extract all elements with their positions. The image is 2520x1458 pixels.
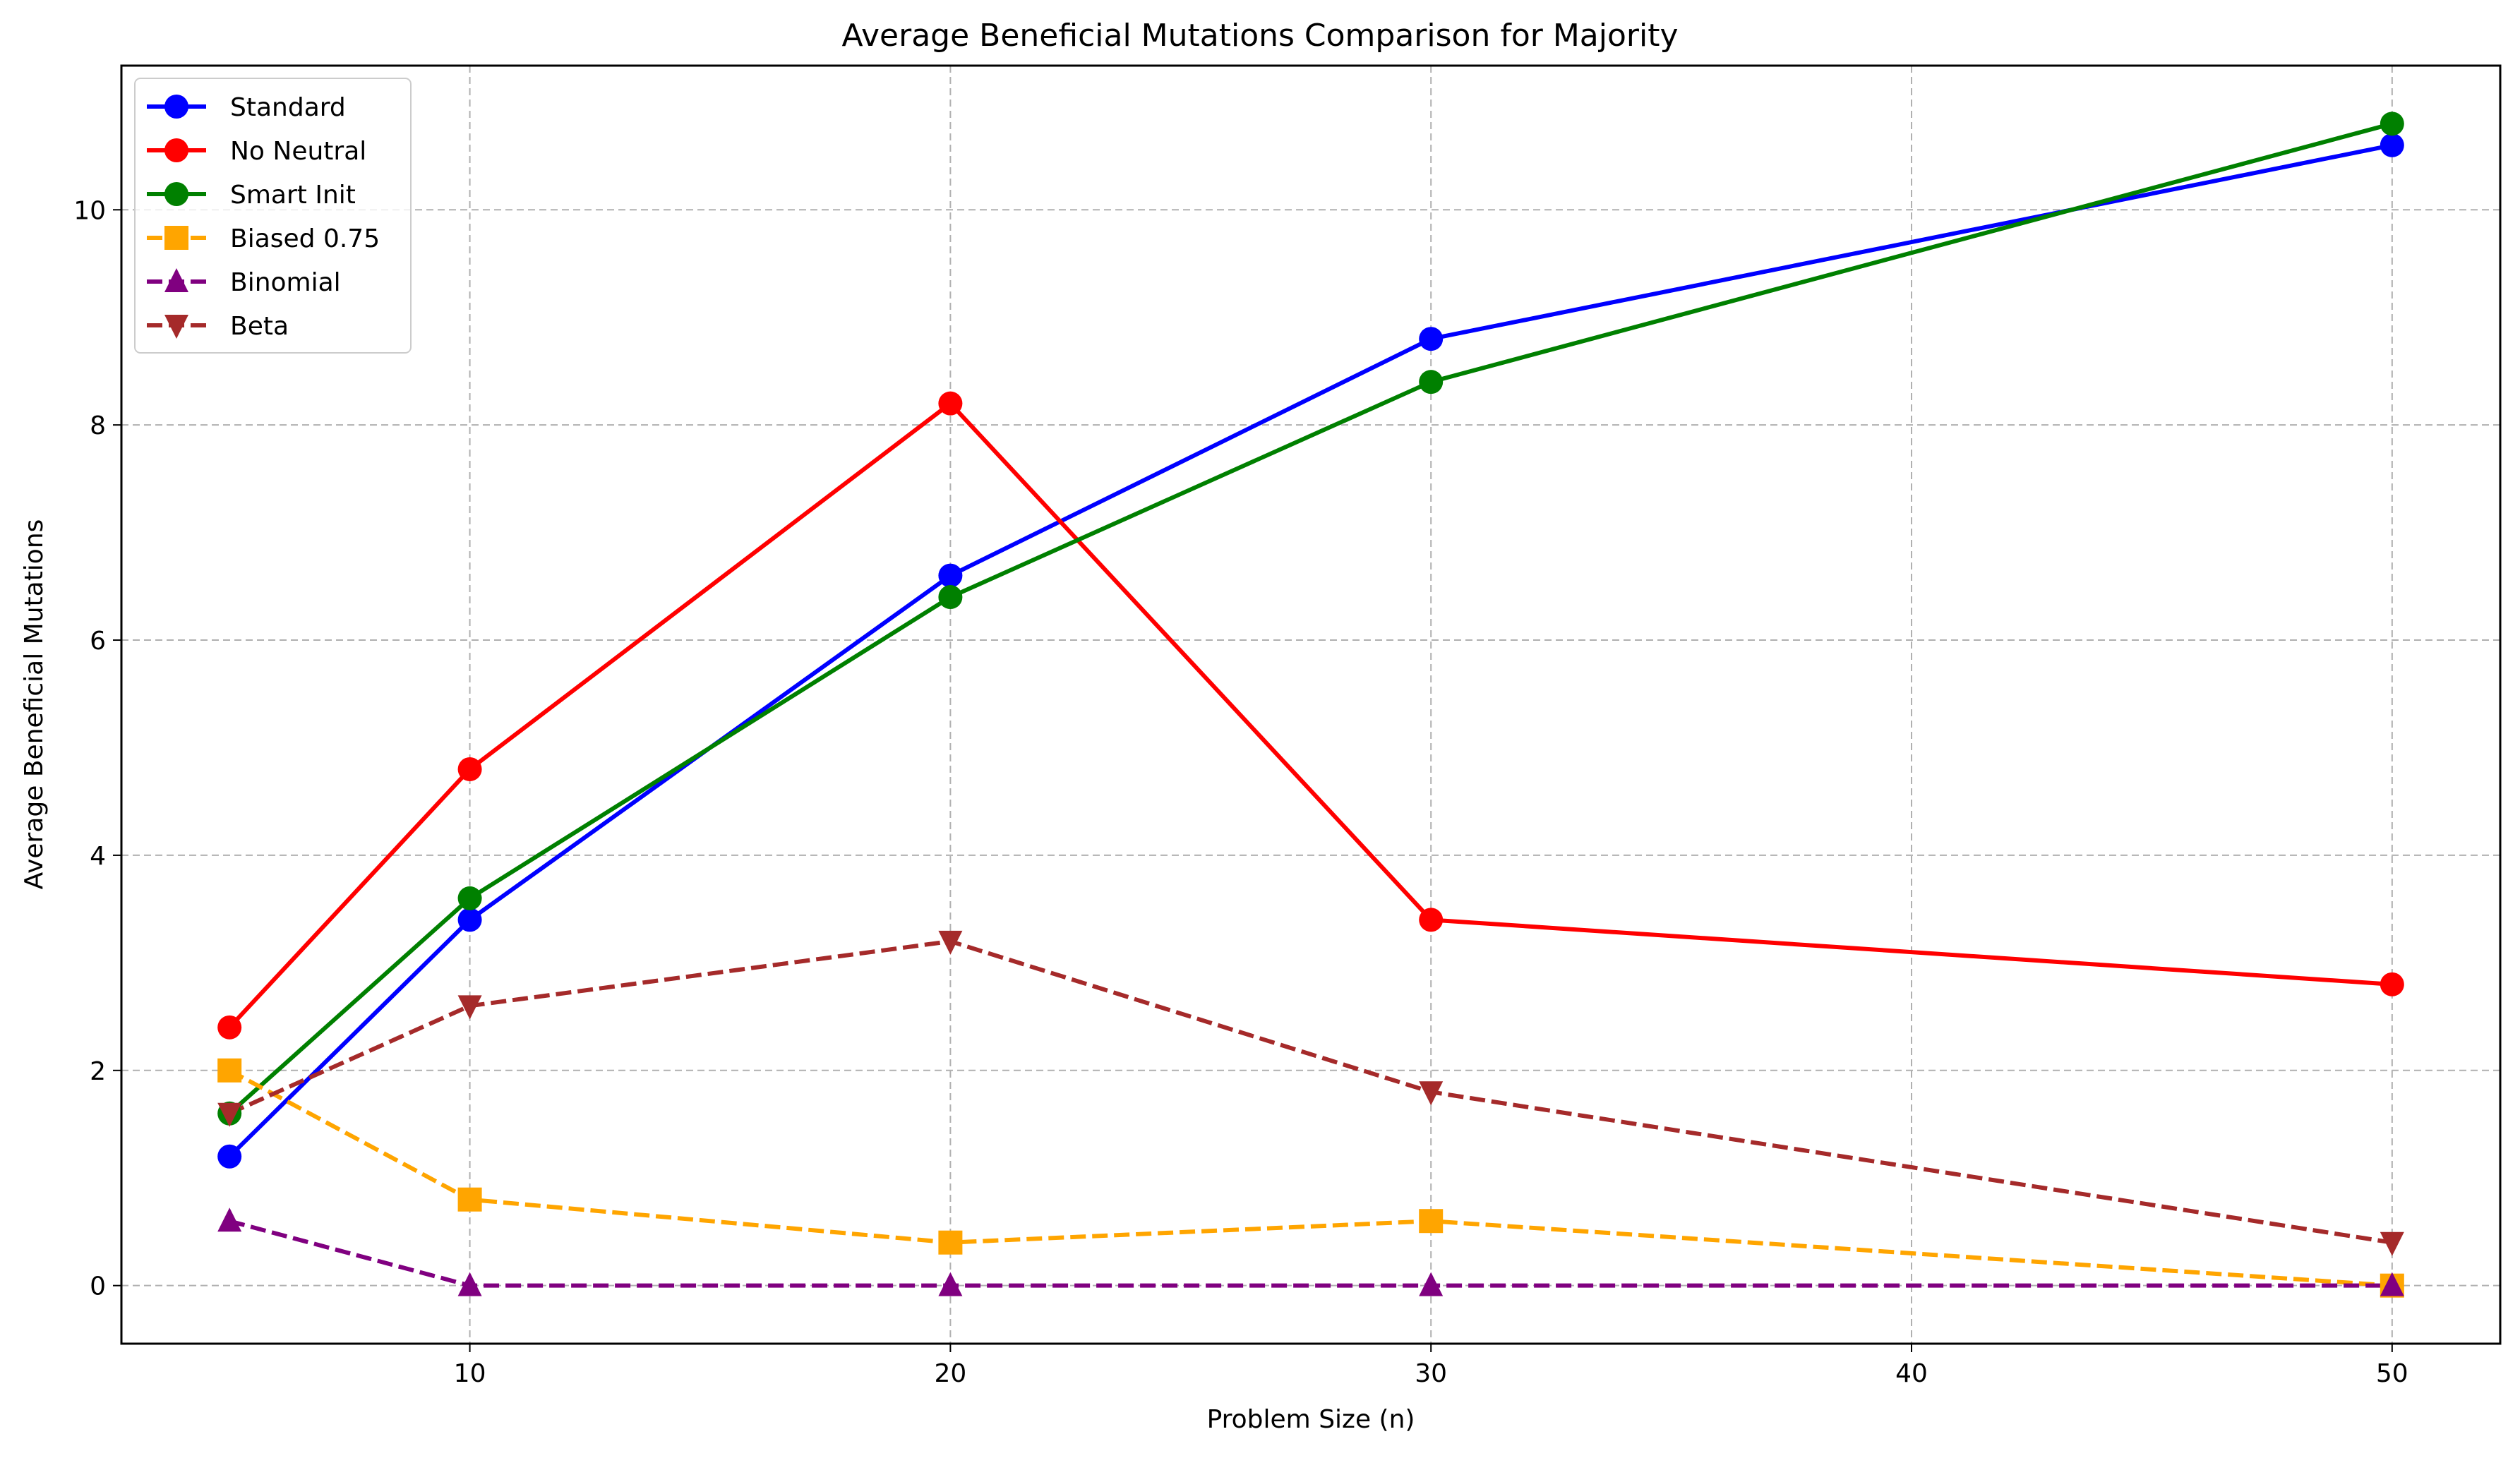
data-point-beta bbox=[457, 995, 482, 1020]
legend-box bbox=[134, 78, 412, 354]
data-point-standard bbox=[457, 908, 482, 932]
y-tick-label: 8 bbox=[90, 411, 106, 440]
data-point-smart-init bbox=[938, 585, 963, 610]
series-markers bbox=[217, 112, 2404, 1298]
legend-label-smart-init: Smart Init bbox=[230, 181, 356, 210]
legend-marker-biased-0-75 bbox=[164, 226, 188, 250]
data-point-binomial bbox=[1419, 1272, 1444, 1296]
plot-frame bbox=[120, 64, 2502, 1345]
legend-marker-no-neutral bbox=[164, 138, 188, 162]
y-tick-label: 2 bbox=[90, 1057, 106, 1086]
data-point-binomial bbox=[2380, 1272, 2404, 1296]
x-tick-label: 50 bbox=[2376, 1359, 2408, 1388]
gridlines bbox=[121, 66, 2500, 1344]
data-point-no-neutral bbox=[2380, 972, 2404, 996]
legend-label-biased-0-75: Biased 0.75 bbox=[230, 224, 380, 253]
x-tick-label: 10 bbox=[454, 1359, 486, 1388]
data-point-no-neutral bbox=[217, 1015, 242, 1040]
data-point-beta bbox=[217, 1102, 242, 1127]
x-tick-label: 30 bbox=[1415, 1359, 1447, 1388]
data-point-binomial bbox=[457, 1272, 482, 1296]
y-tick-label: 0 bbox=[90, 1272, 106, 1301]
chart-title: Average Beneficial Mutations Comparison … bbox=[841, 18, 1678, 54]
data-point-smart-init bbox=[2380, 112, 2404, 136]
legend-label-standard: Standard bbox=[230, 93, 346, 122]
y-tick-label: 4 bbox=[90, 842, 106, 871]
legend-marker-smart-init bbox=[164, 182, 188, 206]
x-tick-label: 40 bbox=[1895, 1359, 1928, 1388]
data-point-biased-0-75 bbox=[457, 1187, 482, 1212]
x-axis: 10 20 30 40 50 bbox=[454, 1344, 2408, 1388]
data-point-no-neutral bbox=[1419, 908, 1444, 932]
data-point-biased-0-75 bbox=[1419, 1209, 1444, 1234]
legend-label-no-neutral: No Neutral bbox=[230, 137, 366, 166]
data-point-beta bbox=[2380, 1231, 2404, 1256]
legend-marker-standard bbox=[164, 95, 188, 119]
data-point-standard bbox=[1419, 327, 1444, 351]
data-point-biased-0-75 bbox=[938, 1230, 963, 1255]
data-point-smart-init bbox=[457, 886, 482, 910]
y-axis-label: Average Beneficial Mutations bbox=[20, 519, 49, 890]
data-point-standard bbox=[938, 563, 963, 588]
data-point-standard bbox=[217, 1144, 242, 1169]
data-point-beta bbox=[1419, 1081, 1444, 1106]
data-point-no-neutral bbox=[938, 391, 963, 416]
x-axis-label: Problem Size (n) bbox=[1207, 1405, 1415, 1434]
y-axis: 0 2 4 6 8 10 bbox=[73, 196, 121, 1301]
data-point-binomial bbox=[938, 1272, 963, 1296]
y-tick-label: 10 bbox=[73, 196, 106, 225]
x-tick-label: 20 bbox=[934, 1359, 966, 1388]
legend-label-binomial: Binomial bbox=[230, 268, 341, 297]
data-point-binomial bbox=[217, 1207, 242, 1232]
data-point-biased-0-75 bbox=[217, 1058, 242, 1083]
data-point-smart-init bbox=[1419, 370, 1444, 394]
data-point-beta bbox=[938, 930, 963, 955]
y-tick-label: 6 bbox=[90, 627, 106, 656]
legend-label-beta: Beta bbox=[230, 312, 289, 341]
data-point-no-neutral bbox=[457, 757, 482, 781]
legend-marker-binomial bbox=[164, 268, 188, 292]
legend: Standard No Neutral Smart Init Biased 0.75 B… bbox=[134, 78, 412, 354]
data-point-standard bbox=[2380, 133, 2404, 157]
legend-marker-beta bbox=[164, 315, 188, 339]
